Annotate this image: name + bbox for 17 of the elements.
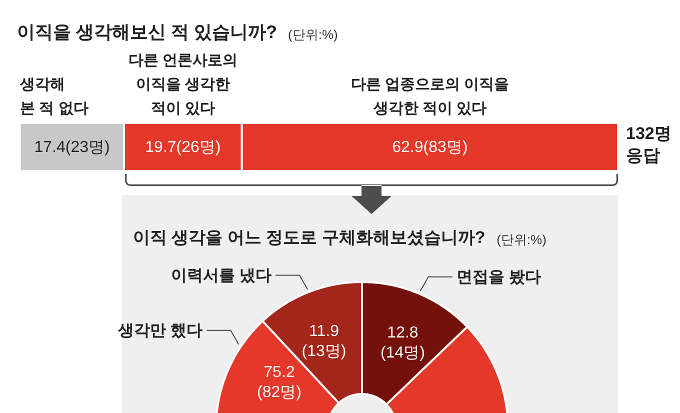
- series-label: 생각해 본 적 없다: [19, 76, 88, 117]
- data-label: 62.9(83명): [392, 139, 468, 156]
- chart-subtitle: (단위:%): [288, 27, 338, 42]
- slice-label: 이력서를 냈다: [171, 267, 272, 284]
- slice-label: 면접을 봤다: [456, 268, 541, 286]
- text: 132명 응답: [626, 124, 672, 165]
- series-label: 다른 언론사로의 이직을 생각한 적이 있다: [128, 52, 238, 117]
- series-label: 다른 업종으로의 이직을 생각한 적이 있다: [350, 76, 510, 117]
- data-label: 17.4(23명): [34, 139, 110, 156]
- data-label: 12.8 (14명): [380, 324, 425, 362]
- chart-title: 이직을 생각해보신 적 있습니까?: [17, 22, 277, 42]
- data-label: 19.7(26명): [145, 139, 221, 156]
- data-label: 11.9 (13명): [302, 323, 346, 360]
- chart-title: 이직 생각을 어느 정도로 구체화해보셨습니까?: [133, 228, 486, 247]
- chart-subtitle: (단위:%): [496, 232, 546, 247]
- slice-label: 생각만 했다: [117, 322, 203, 340]
- data-label: 75.2 (82명): [256, 364, 302, 401]
